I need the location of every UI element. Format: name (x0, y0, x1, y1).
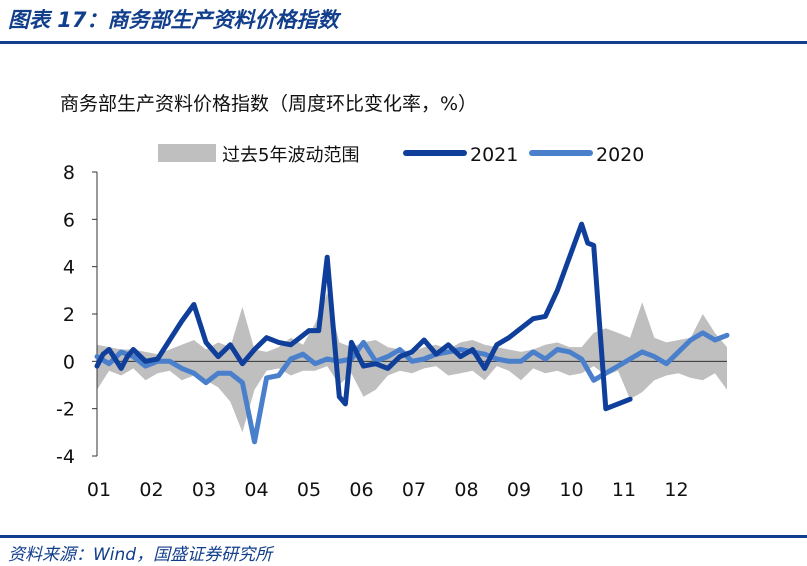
y-tick-label: -4 (56, 446, 75, 468)
footer-rule (0, 535, 807, 538)
x-tick-label: 12 (664, 479, 688, 501)
y-tick-label: 4 (63, 257, 75, 279)
legend-2021-label: 2021 (470, 144, 518, 166)
y-tick-label: 0 (63, 351, 75, 373)
series-line-2020 (94, 330, 730, 445)
figure-title: 图表 17：商务部生产资料价格指数 (8, 8, 339, 32)
x-tick-label: 09 (507, 479, 531, 501)
y-tick-label: -2 (56, 399, 75, 421)
x-tick-label: 11 (612, 479, 636, 501)
x-tick-label: 05 (297, 479, 321, 501)
chart-title: 商务部生产资料价格指数（周度环比变化率，%） (60, 93, 477, 115)
line-chart: 商务部生产资料价格指数（周度环比变化率，%） 过去5年波动范围 2021 202… (56, 93, 730, 501)
legend-band-label: 过去5年波动范围 (222, 145, 359, 166)
legend: 过去5年波动范围 2021 2020 (158, 144, 644, 166)
x-tick-label: 07 (402, 479, 426, 501)
y-tick-label: 8 (63, 162, 75, 184)
series-line-2021 (94, 221, 633, 412)
x-tick-label: 01 (87, 479, 111, 501)
x-tick-label: 08 (454, 479, 478, 501)
y-tick-label: 2 (63, 304, 75, 326)
y-tick-label: 6 (63, 209, 75, 231)
x-tick-label: 06 (349, 479, 373, 501)
source-note: 资料来源：Wind，国盛证券研究所 (8, 545, 273, 565)
header-rule (0, 41, 807, 44)
x-tick-label: 04 (244, 479, 268, 501)
x-tick-label: 10 (559, 479, 583, 501)
x-tick-label: 02 (139, 479, 163, 501)
x-tick-label: 03 (192, 479, 216, 501)
legend-band-swatch (158, 144, 216, 162)
legend-2020-label: 2020 (596, 144, 644, 166)
